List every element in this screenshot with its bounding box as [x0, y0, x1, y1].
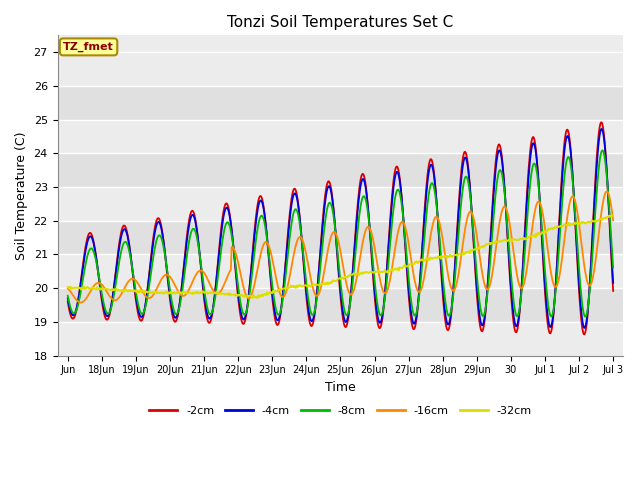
Bar — [58, 153, 623, 187]
Bar — [58, 254, 623, 288]
Bar — [58, 322, 623, 356]
Bar — [58, 120, 623, 153]
Bar — [58, 221, 623, 254]
X-axis label: Time: Time — [325, 381, 356, 394]
Bar — [58, 52, 623, 86]
Y-axis label: Soil Temperature (C): Soil Temperature (C) — [15, 131, 28, 260]
Bar — [58, 187, 623, 221]
Bar — [58, 288, 623, 322]
Title: Tonzi Soil Temperatures Set C: Tonzi Soil Temperatures Set C — [227, 15, 454, 30]
Text: TZ_fmet: TZ_fmet — [63, 42, 114, 52]
Legend: -2cm, -4cm, -8cm, -16cm, -32cm: -2cm, -4cm, -8cm, -16cm, -32cm — [145, 402, 536, 420]
Bar — [58, 86, 623, 120]
